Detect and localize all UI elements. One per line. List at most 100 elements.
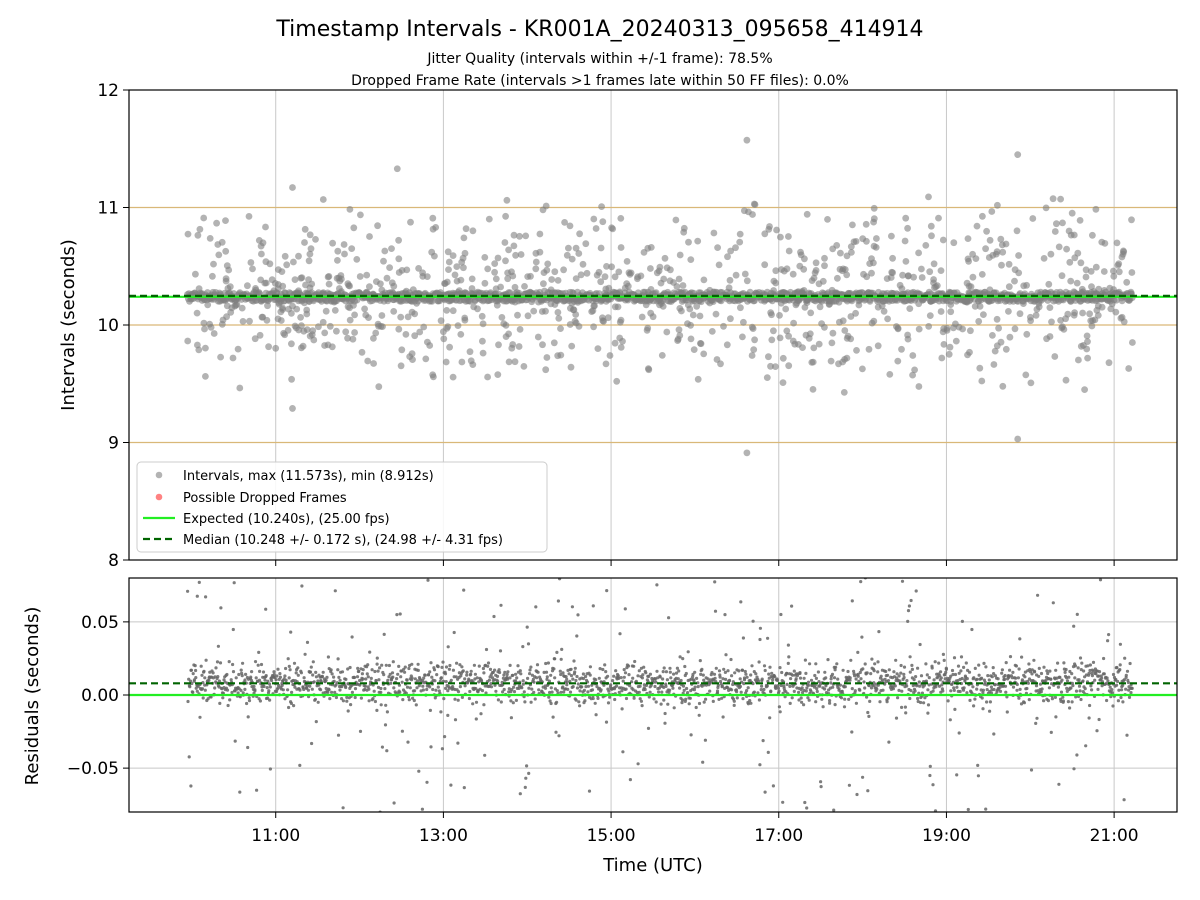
residual-point: [1124, 673, 1128, 677]
residual-point: [1066, 700, 1070, 704]
residual-point: [382, 632, 386, 637]
residual-point: [582, 688, 587, 693]
interval-point: [902, 214, 910, 222]
residual-point: [430, 675, 434, 679]
residual-point: [698, 659, 702, 663]
interval-point: [325, 280, 333, 288]
interval-point: [608, 263, 615, 271]
interval-point: [964, 351, 971, 359]
interval-point: [416, 328, 424, 336]
residual-point: [598, 667, 602, 671]
residual-point: [971, 685, 975, 689]
residual-point: [647, 674, 651, 679]
residual-point: [873, 662, 877, 666]
residual-point: [875, 687, 879, 691]
interval-point: [409, 286, 417, 293]
residual-point: [352, 675, 356, 680]
residual-point: [198, 715, 202, 719]
residual-point: [623, 607, 627, 611]
residual-point: [1077, 684, 1082, 688]
interval-point: [398, 346, 406, 354]
interval-outlier-point: [1014, 435, 1022, 443]
residual-point: [976, 763, 980, 768]
interval-point: [301, 225, 309, 233]
residual-point: [814, 676, 819, 681]
interval-point: [194, 231, 202, 239]
residual-point: [403, 665, 407, 669]
interval-point: [617, 244, 625, 251]
residual-point: [756, 691, 760, 695]
interval-point: [453, 263, 461, 270]
interval-point: [565, 244, 572, 252]
interval-point: [922, 242, 930, 249]
interval-point: [852, 238, 860, 245]
residual-point: [806, 683, 811, 688]
residual-point: [287, 676, 291, 680]
interval-point: [1092, 205, 1100, 213]
residual-point: [553, 676, 557, 680]
interval-point: [687, 256, 695, 263]
residual-point: [992, 672, 996, 676]
residual-point: [591, 604, 595, 608]
residual-point: [779, 683, 783, 688]
interval-point: [440, 335, 448, 343]
interval-point: [469, 361, 477, 368]
residual-point: [217, 679, 221, 683]
residual-point: [815, 687, 819, 691]
interval-point: [740, 318, 747, 326]
residual-point: [621, 750, 625, 754]
interval-point: [344, 303, 352, 311]
interval-point: [469, 227, 477, 235]
residual-point: [1048, 669, 1052, 673]
interval-point: [1128, 216, 1135, 224]
interval-point: [454, 322, 462, 329]
residual-point: [689, 733, 693, 737]
residual-point: [226, 703, 230, 708]
residual-point: [413, 677, 417, 681]
interval-point: [999, 382, 1007, 390]
interval-point: [1005, 283, 1013, 291]
interval-point: [602, 285, 610, 293]
residual-point: [924, 662, 928, 666]
residual-point: [559, 672, 563, 677]
residual-point: [367, 699, 371, 703]
interval-point: [353, 256, 361, 263]
residual-point: [463, 677, 467, 681]
interval-point: [402, 287, 410, 295]
residual-point: [1116, 679, 1120, 684]
residual-point: [730, 688, 734, 692]
residual-point: [493, 668, 497, 672]
residual-point: [757, 698, 762, 702]
residual-point: [553, 657, 557, 661]
residual-point: [749, 701, 753, 705]
interval-point: [1067, 277, 1075, 285]
residual-point: [231, 662, 235, 667]
residual-point: [787, 655, 791, 659]
interval-point: [599, 218, 607, 226]
residual-point: [992, 732, 996, 736]
residual-point: [191, 690, 195, 695]
residual-point: [905, 684, 909, 688]
residual-point: [1046, 671, 1050, 676]
residual-point: [904, 711, 908, 715]
residual-point: [932, 678, 936, 682]
residual-point: [966, 807, 970, 812]
residual-point: [531, 677, 536, 681]
interval-point: [204, 301, 212, 309]
residual-point: [977, 663, 981, 667]
interval-point: [1029, 215, 1037, 222]
residual-point: [668, 666, 672, 670]
residual-point: [805, 686, 809, 690]
residual-point: [561, 685, 565, 689]
interval-point: [776, 312, 783, 319]
residual-point: [687, 702, 691, 706]
residual-point: [980, 696, 984, 700]
residual-point: [314, 675, 318, 679]
interval-point: [1120, 248, 1128, 256]
residual-point: [554, 730, 558, 734]
residual-point: [433, 679, 437, 683]
interval-point: [696, 312, 704, 320]
residual-point: [869, 672, 873, 676]
interval-point: [770, 287, 777, 294]
residual-point: [641, 673, 645, 677]
